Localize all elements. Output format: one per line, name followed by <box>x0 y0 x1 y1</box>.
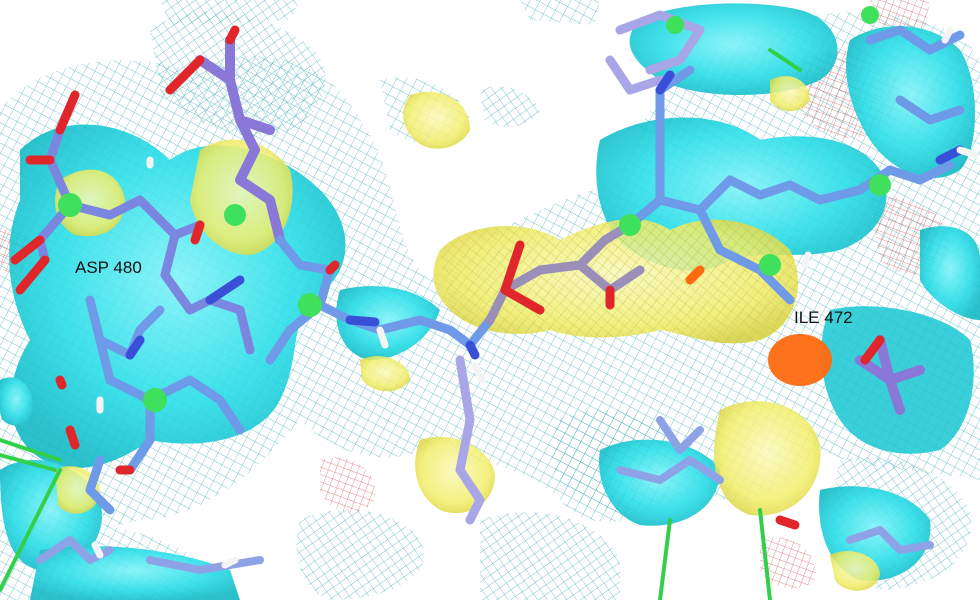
green-bond-lines <box>0 48 802 600</box>
alpha-carbon-spheres <box>58 6 891 412</box>
heteroatom-sticks <box>10 25 979 569</box>
hotspot-blob <box>768 334 832 386</box>
background-residues <box>36 10 934 574</box>
